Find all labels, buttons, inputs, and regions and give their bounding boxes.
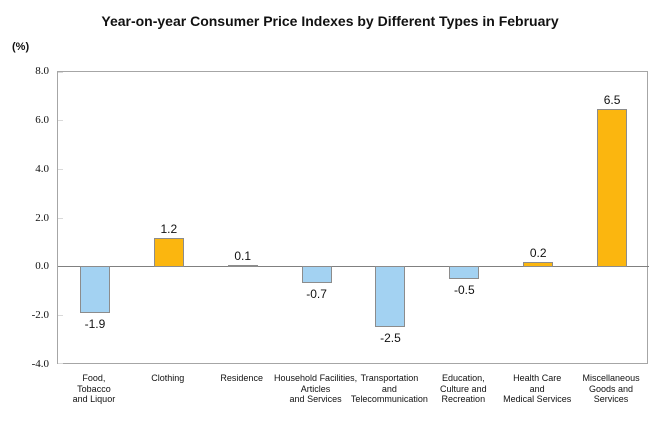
bar-value-label: -2.5: [380, 331, 401, 346]
bar: [227, 264, 258, 268]
bar: [301, 266, 332, 284]
y-tick-label: 6.0: [35, 113, 49, 126]
bar-value-label: 0.1: [234, 248, 252, 263]
x-category-label: Household Facilities, Articles and Servi…: [274, 373, 358, 404]
y-axis-unit-label: (%): [12, 41, 30, 53]
x-category-label: Residence: [220, 373, 263, 383]
x-category-label: Transportation and Telecommunication: [350, 373, 428, 404]
y-tick-mark: [58, 217, 63, 219]
chart-title: Year-on-year Consumer Price Indexes by D…: [101, 13, 559, 29]
bar-value-label: -0.7: [306, 287, 327, 302]
bar: [523, 262, 554, 268]
y-tick-label: 8.0: [35, 65, 49, 77]
bar-value-label: -1.9: [84, 316, 106, 331]
bar: [449, 266, 480, 279]
y-tick-label: 0.0: [35, 260, 49, 273]
y-tick-label: -2.0: [31, 309, 49, 322]
bar-value-label: 1.2: [160, 222, 178, 237]
bar-value-label: 0.2: [529, 246, 547, 261]
y-tick-label: -4.0: [31, 358, 49, 370]
x-category-label: Food, Tobacco and Liquor: [72, 373, 116, 404]
y-tick-mark: [58, 168, 63, 170]
x-category-label: Clothing: [151, 373, 185, 383]
bar: [79, 266, 110, 313]
y-tick-mark: [58, 119, 63, 121]
bar: [375, 266, 406, 328]
y-tick-label: 2.0: [35, 211, 49, 224]
x-category-label: Miscellaneous Goods and Services: [582, 373, 640, 404]
plot-area: -1.9 1.2 0.1 -0.7 -2.5 -0.5 0.2 6.5: [57, 71, 649, 364]
y-tick-mark: [58, 315, 63, 317]
bar-value-label: -0.5: [453, 282, 475, 297]
bar: [597, 108, 628, 268]
x-category-label: Health Care and Medical Services: [503, 373, 572, 404]
y-tick-label: 4.0: [35, 162, 49, 175]
bar: [153, 238, 184, 268]
x-category-label: Education, Culture and Recreation: [440, 373, 487, 404]
zero-axis-line: [58, 266, 649, 268]
y-tick-mark: [58, 72, 63, 73]
bar-value-label: 6.5: [603, 92, 621, 107]
y-tick-mark: [58, 363, 63, 364]
